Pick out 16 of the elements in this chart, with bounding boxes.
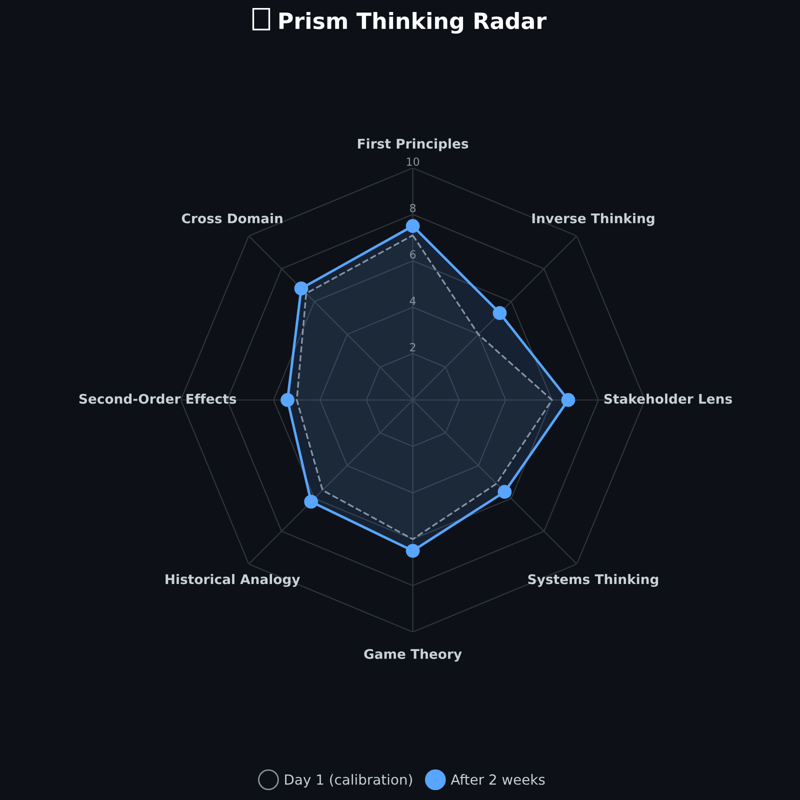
spoke-label: First Principles — [358, 138, 468, 152]
spoke-label: Historical Analogy — [166, 574, 300, 587]
spoke-label: Cross Domain — [182, 213, 282, 224]
spoke-label: Systems Thinking — [528, 574, 658, 587]
y-tick-label: 8 — [410, 204, 416, 212]
y-tick-label: 4 — [410, 296, 416, 305]
chart-title: Prism Thinking Radar — [279, 12, 547, 34]
spoke-label: Stakeholder Lens — [604, 394, 732, 404]
spoke-label: Game Theory — [364, 648, 462, 662]
y-tick-label: 6 — [410, 250, 416, 259]
spoke-label: Second-Order Effects — [79, 394, 236, 404]
y-tick-label: 10 — [406, 157, 420, 166]
y-tick-label: 2 — [410, 343, 416, 352]
legend-label: Day 1 (calibration) — [285, 774, 412, 788]
spoke-label: Inverse Thinking — [532, 213, 654, 226]
legend-label: After 2 weeks — [450, 774, 545, 785]
